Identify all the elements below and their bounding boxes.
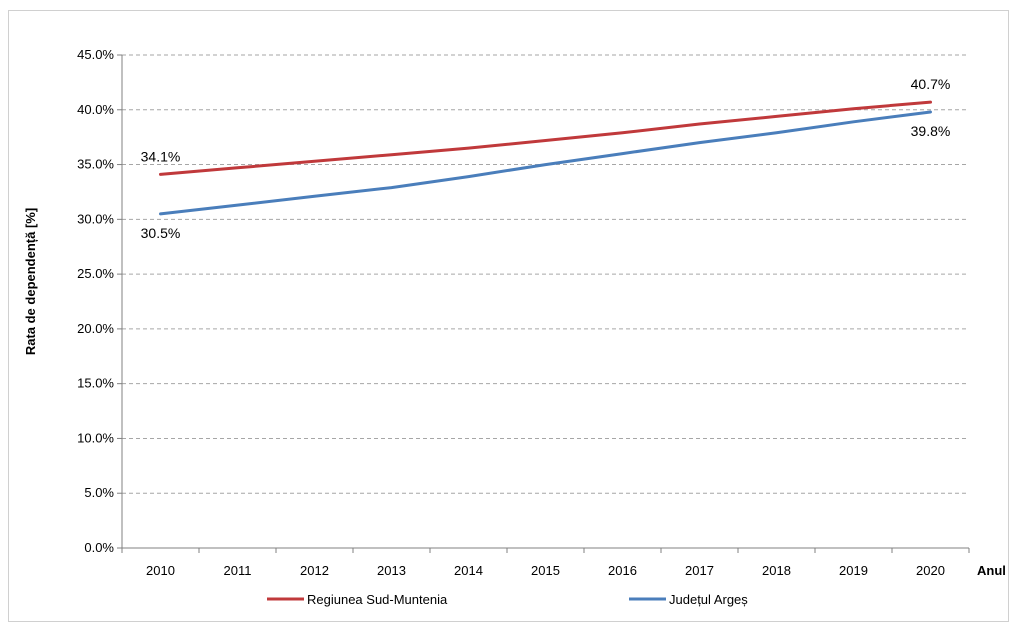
y-tick-label: 5.0% <box>84 485 114 500</box>
data-labels: 34.1% 40.7% 30.5% 39.8% <box>141 76 951 241</box>
x-tick-label: 2018 <box>762 563 791 578</box>
legend-entry: Regiunea Sud-Muntenia <box>267 592 448 607</box>
y-tick-label: 45.0% <box>77 47 114 62</box>
legend: Regiunea Sud-Muntenia Județul Argeș <box>267 592 748 607</box>
legend-label: Regiunea Sud-Muntenia <box>307 592 448 607</box>
y-tick-label: 15.0% <box>77 376 114 391</box>
x-tick-label: 2014 <box>454 563 483 578</box>
chart-frame: 0.0% 5.0% 10.0% 15.0% 20.0% 25.0% 30.0% 35.0% 40… <box>8 10 1009 622</box>
data-label: 34.1% <box>141 148 181 164</box>
series-lines <box>159 100 932 216</box>
x-tick-label: 2017 <box>685 563 714 578</box>
data-label: 30.5% <box>141 225 181 241</box>
axes: 0.0% 5.0% 10.0% 15.0% 20.0% 25.0% 30.0% 35.0% 40… <box>77 47 970 578</box>
y-tick-label: 35.0% <box>77 157 114 172</box>
x-tick-label: 2013 <box>377 563 406 578</box>
x-tick-label: 2019 <box>839 563 868 578</box>
legend-label: Județul Argeș <box>669 592 748 607</box>
x-tick-label: 2012 <box>300 563 329 578</box>
series-line-2 <box>159 110 932 216</box>
y-tick-label: 20.0% <box>77 321 114 336</box>
data-label: 40.7% <box>911 76 951 92</box>
y-tick-label: 10.0% <box>77 430 114 445</box>
series-line-1 <box>159 100 932 176</box>
x-tick-label: 2016 <box>608 563 637 578</box>
y-tick-label: 0.0% <box>84 540 114 555</box>
y-axis-title: Rata de dependență [%] <box>23 208 38 355</box>
x-tick-label: 2010 <box>146 563 175 578</box>
y-tick-label: 30.0% <box>77 211 114 226</box>
x-axis-title: Anul <box>977 563 1006 578</box>
legend-entry: Județul Argeș <box>629 592 748 607</box>
x-tick-label: 2011 <box>224 563 252 578</box>
x-tick-label: 2020 <box>916 563 945 578</box>
y-tick-label: 25.0% <box>77 266 114 281</box>
line-chart: 0.0% 5.0% 10.0% 15.0% 20.0% 25.0% 30.0% 35.0% 40… <box>23 47 1006 607</box>
data-label: 39.8% <box>911 123 951 139</box>
gridlines <box>122 54 969 494</box>
x-tick-label: 2015 <box>531 563 560 578</box>
y-tick-label: 40.0% <box>77 102 114 117</box>
